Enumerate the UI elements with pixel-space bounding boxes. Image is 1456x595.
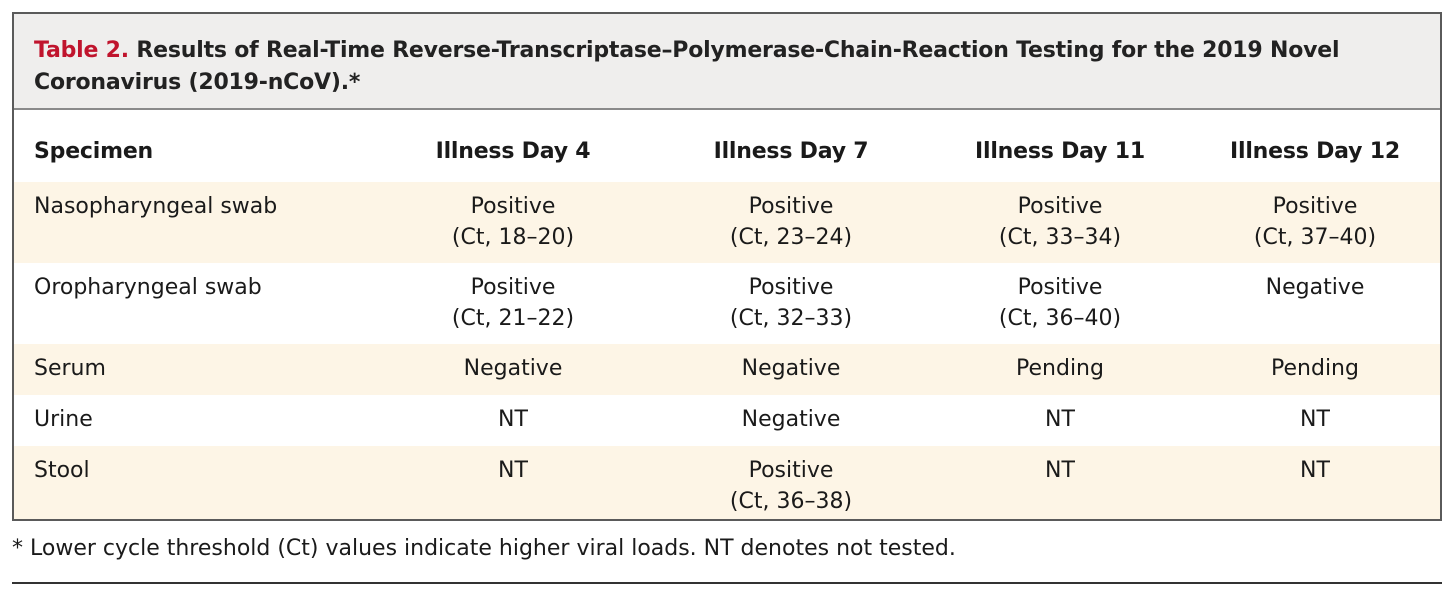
table-cell: Negative [374,344,652,395]
result-text: Negative [1265,275,1365,300]
result-text: Positive [470,194,556,219]
table-cell: NT [1190,446,1440,519]
result-text: NT [1300,458,1330,483]
table-row: Urine NT Negative NT NT [14,395,1440,446]
result-text: Positive [470,275,556,300]
result-text: Negative [741,356,841,381]
result-text: Positive [748,194,834,219]
specimen-label: Nasopharyngeal swab [14,182,374,263]
specimen-label: Urine [34,407,93,432]
result-text: Positive [1272,194,1358,219]
ct-range: (Ct, 36–40) [998,306,1122,331]
result-text: NT [1045,407,1075,432]
table-cell: Negative [652,395,930,446]
ct-range: (Ct, 18–20) [451,225,575,250]
header-row: Specimen Illness Day 4 Illness Day 7 Ill… [14,110,1440,182]
table-cell: NT [1190,395,1440,446]
ct-range: (Ct, 37–40) [1253,225,1377,250]
ct-range: (Ct, 32–33) [729,306,853,331]
result-text: Positive [748,458,834,483]
result-text: Negative [463,356,563,381]
result-text: Positive [1017,275,1103,300]
result-text: Pending [1271,356,1359,381]
specimen-label: Stool [14,446,374,519]
table-cell: Negative [1190,263,1440,344]
table-cell: Positive (Ct, 18–20) [374,182,652,263]
table-cell: Positive (Ct, 36–38) [652,446,930,519]
ct-range: (Ct, 33–34) [998,225,1122,250]
column-header-day-11: Illness Day 11 [975,138,1145,164]
ct-range: (Ct, 21–22) [451,306,575,331]
table-row: Nasopharyngeal swab Positive (Ct, 18–20) … [14,182,1440,263]
result-text: Negative [741,407,841,432]
table-cell: Positive (Ct, 37–40) [1190,182,1440,263]
table-cell: NT [374,395,652,446]
table-cell: Positive (Ct, 21–22) [374,263,652,344]
table-frame: Table 2. Results of Real-Time Reverse-Tr… [12,12,1442,521]
ct-range: (Ct, 36–38) [729,489,853,514]
column-header-day-4: Illness Day 4 [435,138,591,164]
table-cell: Positive (Ct, 32–33) [652,263,930,344]
results-table: Specimen Illness Day 4 Illness Day 7 Ill… [14,110,1440,519]
table-cell: Positive (Ct, 33–34) [930,182,1190,263]
table-row: Stool NT Positive (Ct, 36–38) NT NT [14,446,1440,519]
bottom-rule [12,582,1442,584]
result-text: Positive [1017,194,1103,219]
ct-range: (Ct, 23–24) [729,225,853,250]
result-text: NT [498,458,528,483]
column-header-specimen: Specimen [34,138,154,164]
table-cell: Positive (Ct, 23–24) [652,182,930,263]
table-cell: Positive (Ct, 36–40) [930,263,1190,344]
column-header-day-7: Illness Day 7 [713,138,869,164]
table-footnote: * Lower cycle threshold (Ct) values indi… [12,536,956,561]
specimen-label: Serum [14,344,374,395]
result-text: NT [498,407,528,432]
table-cell: Pending [1190,344,1440,395]
table-cell: NT [930,446,1190,519]
result-text: Positive [748,275,834,300]
column-header-day-12: Illness Day 12 [1230,138,1400,164]
result-text: NT [1045,458,1075,483]
table-label: Table 2. [34,38,129,63]
table-row: Oropharyngeal swab Positive (Ct, 21–22) P… [14,263,1440,344]
table-caption: Table 2. Results of Real-Time Reverse-Tr… [14,14,1440,110]
table-cell: Pending [930,344,1190,395]
specimen-label: Oropharyngeal swab [34,275,262,300]
result-text: NT [1300,407,1330,432]
table-cell: Negative [652,344,930,395]
table-title: Results of Real-Time Reverse-Transcripta… [34,38,1340,95]
result-text: Pending [1016,356,1104,381]
table-cell: NT [374,446,652,519]
table-row: Serum Negative Negative Pending Pending [14,344,1440,395]
table-cell: NT [930,395,1190,446]
